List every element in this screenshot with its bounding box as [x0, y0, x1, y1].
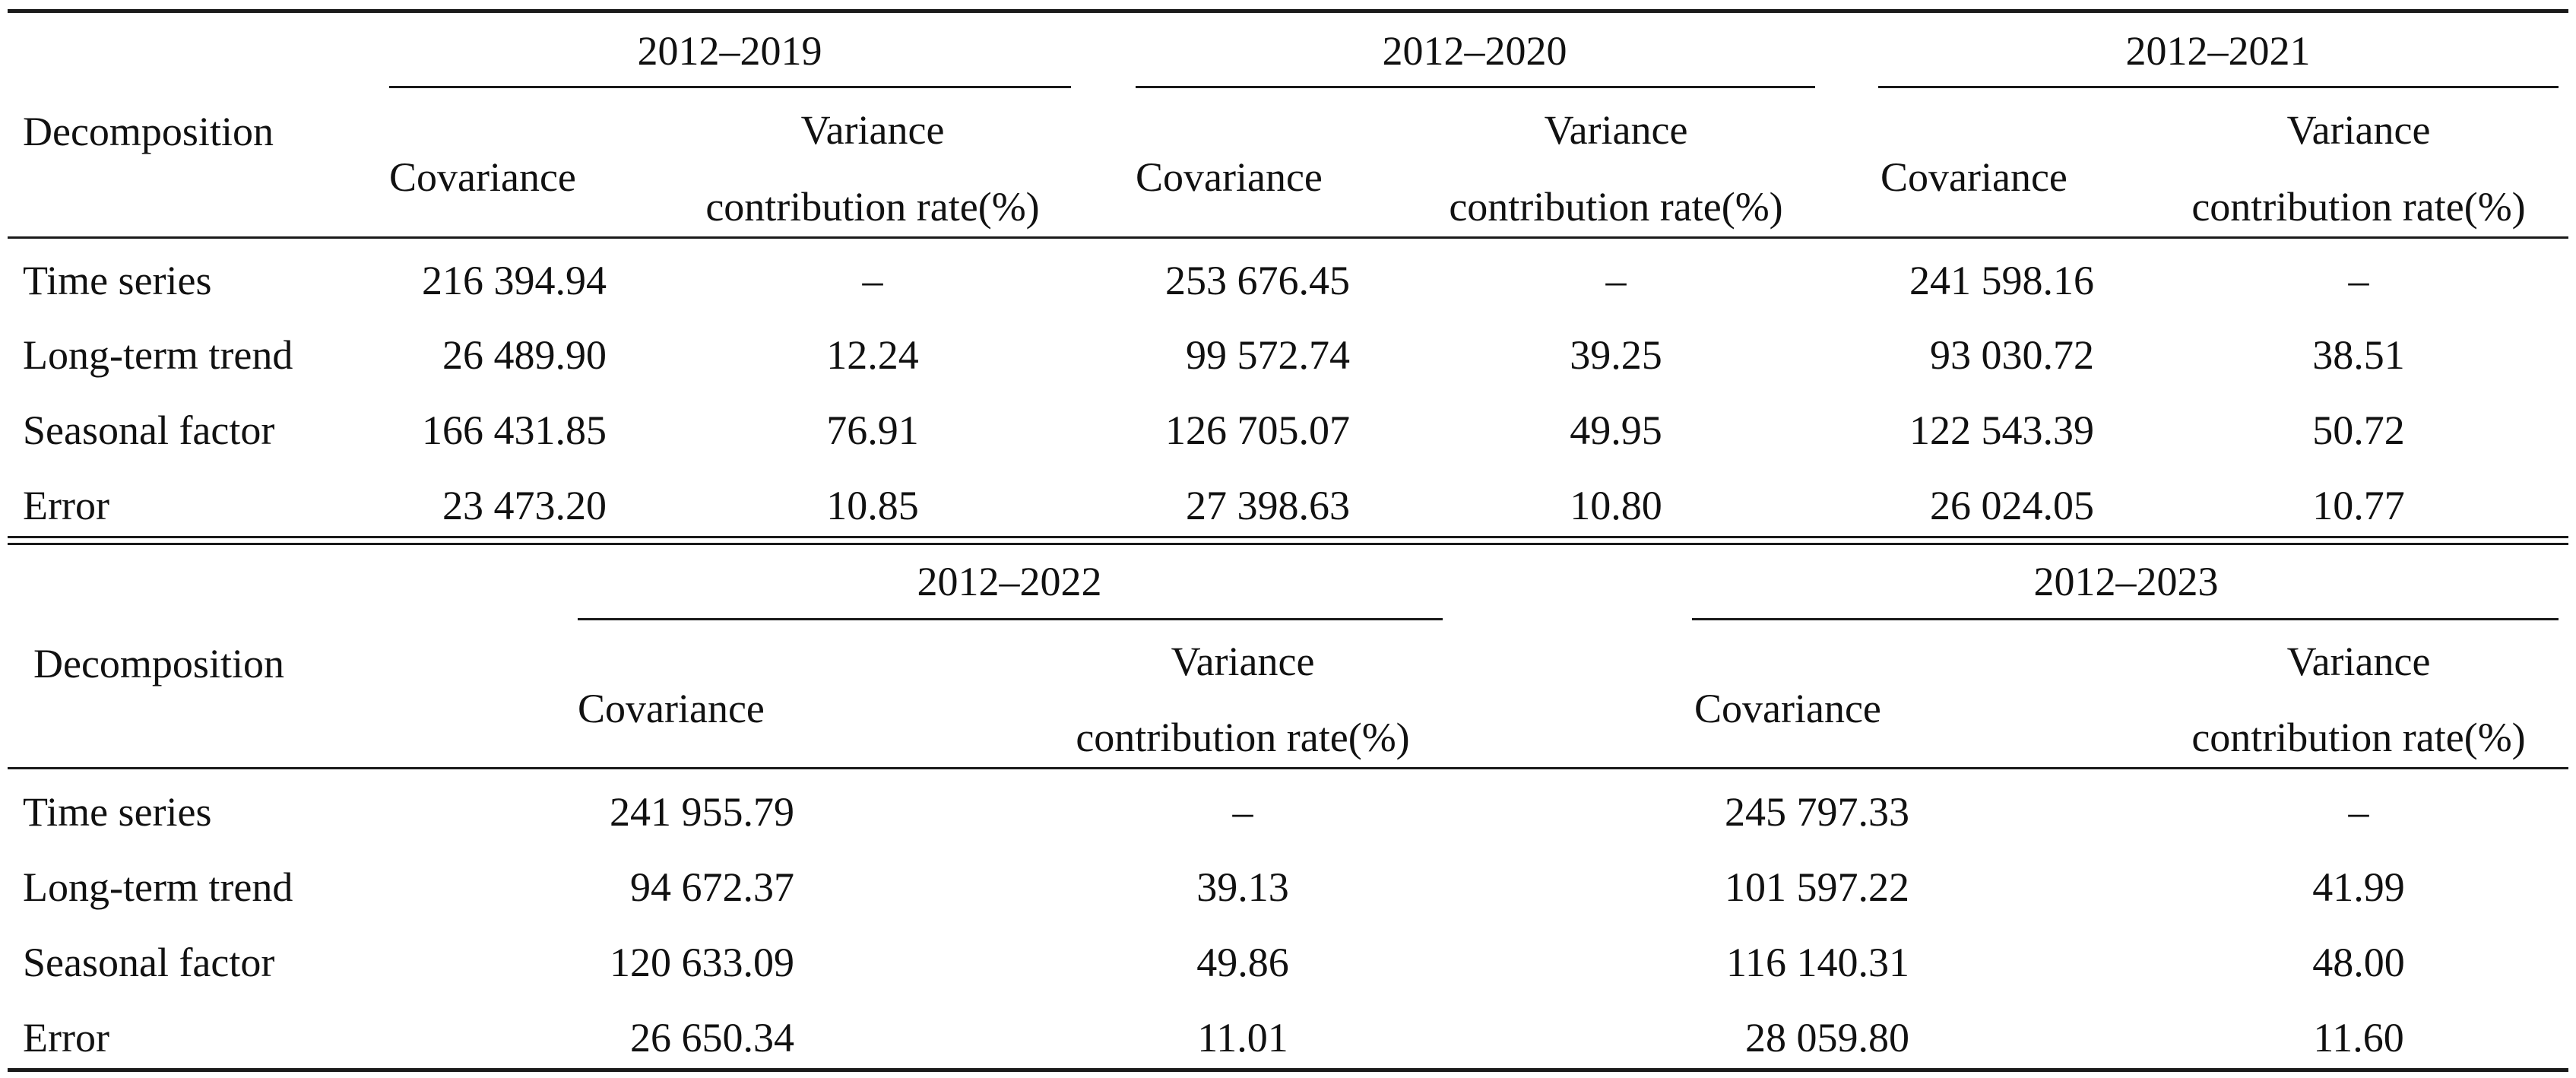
group-rule: [1136, 86, 1815, 88]
row-label: Long-term trend: [23, 332, 293, 378]
covariance-header: Covariance: [1136, 154, 1323, 200]
covariance-value: 93 030.72: [1930, 332, 2094, 378]
rate-value: 38.51: [2312, 332, 2405, 378]
group-rule: [578, 618, 1443, 620]
rate-value: –: [2348, 258, 2369, 303]
covariance-value: 120 633.09: [610, 940, 794, 985]
covariance-value: 241 955.79: [610, 789, 794, 835]
rate-value: 39.13: [1196, 864, 1289, 910]
rate-value: 48.00: [2312, 940, 2405, 985]
row-label: Error: [23, 483, 109, 528]
covariance-header: Covariance: [1694, 686, 1881, 731]
rate-value: –: [2348, 789, 2369, 835]
group-rule: [1692, 618, 2559, 620]
rate-value: 39.25: [1570, 332, 1662, 378]
row-label: Seasonal factor: [23, 940, 275, 985]
rate-value: –: [1605, 258, 1627, 303]
bottom-rule: [8, 1068, 2568, 1072]
covariance-value: 245 797.33: [1725, 789, 1909, 835]
rate-value: 12.24: [826, 332, 919, 378]
variance-header-line1: Variance: [2286, 107, 2431, 153]
period-header: 2012–2020: [1382, 28, 1567, 74]
rate-value: 50.72: [2312, 407, 2405, 453]
covariance-value: 94 672.37: [630, 864, 794, 910]
covariance-header: Covariance: [1881, 154, 2067, 200]
variance-header-line1: Variance: [1544, 107, 1688, 153]
covariance-value: 26 650.34: [630, 1015, 794, 1061]
rate-value: 11.01: [1197, 1015, 1288, 1061]
rate-value: 10.85: [826, 483, 919, 528]
variance-header-line1: Variance: [800, 107, 945, 153]
variance-header-line2: contribution rate(%): [1449, 184, 1783, 230]
row-label: Error: [23, 1015, 109, 1061]
panel-divider-rule: [8, 543, 2568, 545]
stub-header: Decomposition: [33, 641, 284, 686]
group-rule: [1878, 86, 2559, 88]
covariance-value: 241 598.16: [1909, 258, 2094, 303]
covariance-value: 28 059.80: [1745, 1015, 1909, 1061]
covariance-value: 27 398.63: [1186, 483, 1350, 528]
period-header: 2012–2022: [917, 559, 1102, 604]
rate-value: 49.95: [1570, 407, 1662, 453]
rate-value: 49.86: [1196, 940, 1289, 985]
covariance-value: 26 024.05: [1930, 483, 2094, 528]
top-rule: [8, 9, 2568, 13]
header-rule: [8, 236, 2568, 239]
covariance-value: 122 543.39: [1909, 407, 2094, 453]
row-label: Time series: [23, 789, 212, 835]
group-rule: [389, 86, 1071, 88]
period-header: 2012–2021: [2125, 28, 2311, 74]
rate-value: 11.60: [2313, 1015, 2404, 1061]
row-label: Long-term trend: [23, 864, 293, 910]
covariance-value: 101 597.22: [1725, 864, 1909, 910]
covariance-header: Covariance: [578, 686, 765, 731]
rate-value: –: [1232, 789, 1253, 835]
stub-header: Decomposition: [23, 109, 274, 154]
covariance-value: 253 676.45: [1165, 258, 1350, 303]
covariance-value: 99 572.74: [1186, 332, 1350, 378]
covariance-value: 26 489.90: [442, 332, 607, 378]
variance-header-line2: contribution rate(%): [2191, 184, 2526, 230]
variance-header-line2: contribution rate(%): [1076, 715, 1410, 760]
row-label: Time series: [23, 258, 212, 303]
rate-value: 10.80: [1570, 483, 1662, 528]
header-rule: [8, 767, 2568, 769]
rate-value: 41.99: [2312, 864, 2405, 910]
rate-value: –: [862, 258, 883, 303]
covariance-value: 116 140.31: [1726, 940, 1909, 985]
variance-header-line1: Variance: [1171, 639, 1315, 684]
rate-value: 10.77: [2312, 483, 2405, 528]
covariance-header: Covariance: [389, 154, 576, 200]
variance-header-line1: Variance: [2286, 639, 2431, 684]
rate-value: 76.91: [826, 407, 919, 453]
variance-header-line2: contribution rate(%): [705, 184, 1040, 230]
panel-divider-rule: [8, 536, 2568, 538]
row-label: Seasonal factor: [23, 407, 275, 453]
covariance-value: 23 473.20: [442, 483, 607, 528]
covariance-value: 216 394.94: [422, 258, 607, 303]
variance-header-line2: contribution rate(%): [2191, 715, 2526, 760]
covariance-value: 166 431.85: [422, 407, 607, 453]
period-header: 2012–2023: [2033, 559, 2219, 604]
period-header: 2012–2019: [637, 28, 822, 74]
covariance-value: 126 705.07: [1165, 407, 1350, 453]
